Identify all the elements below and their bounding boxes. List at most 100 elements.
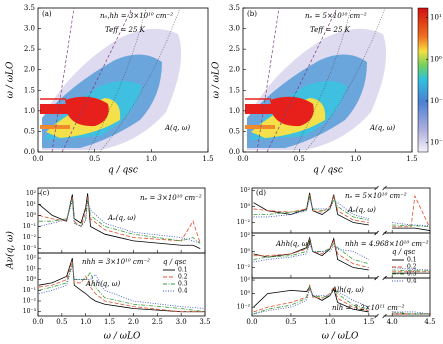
y-tick-label: 10⁻¹ [23, 223, 36, 230]
y-tick-label: 2.0 [24, 66, 35, 74]
series-line [253, 287, 430, 315]
plot-frame [37, 252, 206, 317]
heatmap-image [40, 7, 182, 153]
axis-break-mark [374, 230, 379, 236]
y-tick-label: 0.5 [229, 127, 240, 135]
plot-area [38, 193, 201, 249]
x-tick-label: 0.0 [32, 155, 43, 163]
plot-frame [251, 277, 431, 317]
annotation: nₑ = 5×10¹⁰ cm⁻² [345, 192, 407, 200]
axis-break [377, 232, 384, 279]
series-line [253, 196, 430, 227]
y-tick-label: 10⁰ [240, 248, 251, 255]
axis-break-mark [374, 313, 379, 319]
x-tick-label: 0.5 [294, 155, 305, 163]
legend-title: q / qsc [392, 248, 415, 256]
colorbar-tick-label: 10¹ [430, 14, 442, 22]
y-tick-label: 3.0 [229, 25, 240, 33]
y-axis-label: Aν(q, ω) [5, 231, 16, 270]
x-tick-label: 3.5 [199, 318, 210, 326]
y-tick-label: 10² [240, 232, 251, 239]
plot-area [38, 258, 205, 313]
y-tick-label: 10² [26, 255, 37, 262]
series-line [38, 196, 201, 244]
annotation: nₑ = 5×10¹⁰ cm⁻² [305, 12, 367, 20]
x-tick-label: 0.5 [56, 318, 67, 326]
y-tick-label: 1.0 [24, 107, 35, 115]
series-line [253, 194, 430, 229]
series-line [38, 261, 205, 313]
y-tick-label: 10² [240, 277, 251, 284]
y-tick-label: 10⁻³ [23, 308, 37, 315]
x-tick-label: 4.0 [387, 318, 398, 326]
annotation: Teff = 25 K [310, 26, 351, 34]
axis-break-mark [382, 275, 387, 281]
y-tick-label: 10⁻² [237, 219, 251, 226]
y-tick-label: 3.5 [24, 4, 35, 12]
x-tick-label: 1.5 [406, 155, 417, 163]
colorbar-tick-label: 10⁰ [430, 55, 442, 63]
y-tick-label: 3.5 [229, 4, 240, 12]
plot-area [253, 192, 430, 231]
y-tick-label: 1.5 [24, 86, 35, 94]
y-tick-label: 10⁻¹ [23, 287, 36, 294]
y-tick-label: 10⁻² [23, 234, 37, 241]
y-tick-label: 2.5 [24, 45, 35, 53]
series-line [38, 198, 201, 244]
colorbar-tick-label: 10⁻¹ [430, 97, 443, 105]
y-tick-label: 10⁻³ [23, 245, 37, 252]
axis-break [377, 277, 384, 317]
y-tick-label: 10⁰ [26, 276, 37, 283]
annotation: Teff = 25 K [105, 26, 146, 34]
y-tick-label: 10⁻² [237, 264, 251, 271]
series-line [38, 258, 205, 313]
y-axis-label: ω / ωLO [212, 61, 222, 98]
annotation: n₀,hh = 3×10¹⁰ cm⁻² [100, 12, 173, 20]
axis-break-mark [382, 185, 387, 191]
legend-label: 0.1 [407, 257, 417, 264]
y-tick-label: 10² [26, 190, 37, 197]
y-tick-label: 10⁻² [23, 298, 37, 305]
plot-area [253, 236, 430, 274]
x-tick-label: 1.5 [363, 318, 374, 326]
annotation: A(q, ω) [369, 124, 395, 132]
colorbar-tick-label: 10⁻² [430, 139, 443, 147]
axis-break-mark [382, 313, 387, 319]
series-line [253, 195, 430, 228]
x-tick-label: 2.0 [128, 318, 139, 326]
y-tick-label: 2.0 [229, 66, 240, 74]
series-line [38, 200, 201, 244]
panel-label: (d) [256, 189, 266, 197]
annotation: nₑ = 3×10¹⁰ cm⁻² [140, 194, 202, 202]
series-line [253, 192, 430, 231]
x-tick-label: 1.5 [104, 318, 115, 326]
annotation: nlh = 3.2×10¹¹ cm⁻² [332, 304, 405, 312]
x-tick-label: 4.5 [424, 318, 435, 326]
y-tick-label: 2.5 [229, 45, 240, 53]
x-tick-label: 0.0 [246, 318, 257, 326]
legend-label: 0.4 [178, 288, 188, 295]
y-tick-label: 3.0 [24, 25, 35, 33]
x-tick-label: 1.0 [146, 155, 157, 163]
x-tick-label: 1.5 [202, 155, 213, 163]
annotation: nhh = 4.968×10¹⁰ cm⁻² [345, 240, 429, 248]
y-tick-label: 10⁰ [26, 212, 37, 219]
series-line [253, 285, 430, 315]
y-tick-label: 1.5 [229, 86, 240, 94]
legend-label: 0.1 [178, 267, 188, 274]
legend-label: 0.2 [178, 274, 188, 281]
annotation: nhh = 3×10¹⁰ cm⁻² [82, 258, 150, 266]
y-axis-label: ω / ωLO [6, 61, 16, 98]
annotation: Aₑ(q, ω) [347, 206, 376, 214]
y-tick-label: 0.0 [24, 148, 35, 156]
plot-frame [37, 7, 209, 153]
x-tick-label: 0.5 [89, 155, 100, 163]
axis-break-mark [374, 185, 379, 191]
legend-label: 0.2 [407, 264, 417, 271]
series-line [253, 238, 430, 273]
plot-area [253, 284, 430, 315]
series-line [253, 242, 430, 271]
x-tick-label: 1.0 [324, 318, 335, 326]
annotation: Aₑ(q, ω) [107, 214, 136, 222]
